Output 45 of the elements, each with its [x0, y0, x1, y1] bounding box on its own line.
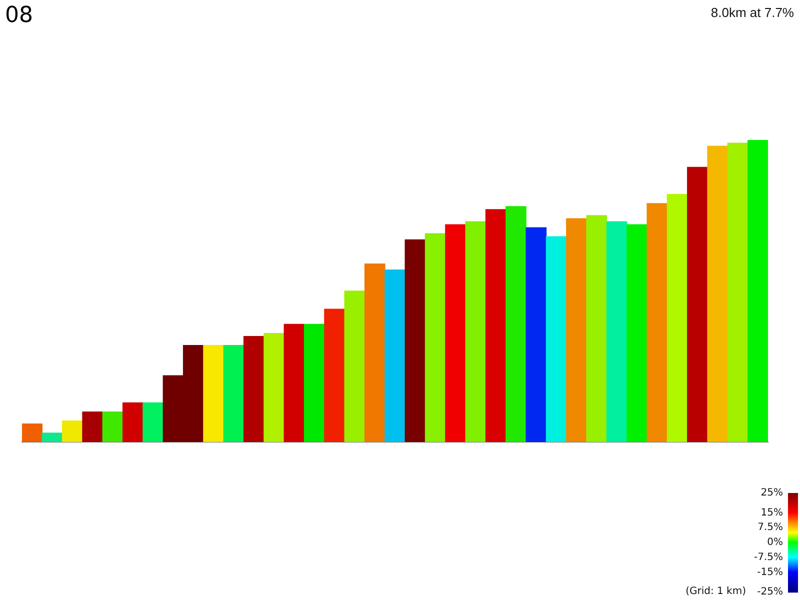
bar — [223, 345, 244, 442]
color-bar-label: 0% — [767, 537, 783, 548]
color-bar-label: 15% — [760, 507, 783, 518]
bar — [606, 221, 628, 442]
color-bar-label: -25% — [757, 586, 783, 598]
bar — [546, 236, 567, 442]
bar — [203, 345, 224, 442]
bar — [586, 215, 608, 442]
bar — [22, 424, 42, 442]
bar — [748, 140, 768, 442]
color-bar-label: 25% — [760, 488, 783, 499]
bar — [707, 146, 728, 442]
bar — [42, 432, 63, 442]
color-bar-label: 7.5% — [758, 522, 783, 534]
color-bar-label: -7.5% — [754, 552, 783, 563]
bar — [646, 203, 668, 442]
bar — [727, 142, 748, 442]
bar — [122, 402, 144, 442]
bar — [82, 411, 103, 442]
bar — [424, 233, 446, 442]
bar — [526, 227, 547, 442]
bar — [102, 411, 124, 442]
bar — [465, 221, 486, 442]
bar — [687, 166, 708, 442]
bar — [626, 224, 648, 442]
bar — [384, 270, 406, 442]
bar — [142, 402, 164, 442]
bar — [566, 218, 587, 442]
bar — [324, 308, 345, 442]
chart-title: 08 — [5, 3, 33, 29]
text: (Grid: 1 km) — [686, 586, 746, 598]
bar — [506, 206, 526, 442]
color-bar-label: -15% — [757, 566, 783, 578]
bar — [284, 324, 305, 442]
bar — [264, 332, 284, 442]
bar — [666, 194, 688, 442]
bar — [445, 224, 466, 442]
bar — [404, 239, 426, 442]
bar — [304, 324, 325, 442]
bar — [344, 290, 366, 442]
bar — [364, 263, 386, 442]
bar — [485, 209, 506, 442]
chart-subtitle: 8.0km at 7.7% — [710, 5, 794, 21]
bar — [62, 420, 83, 442]
bar — [243, 336, 264, 442]
